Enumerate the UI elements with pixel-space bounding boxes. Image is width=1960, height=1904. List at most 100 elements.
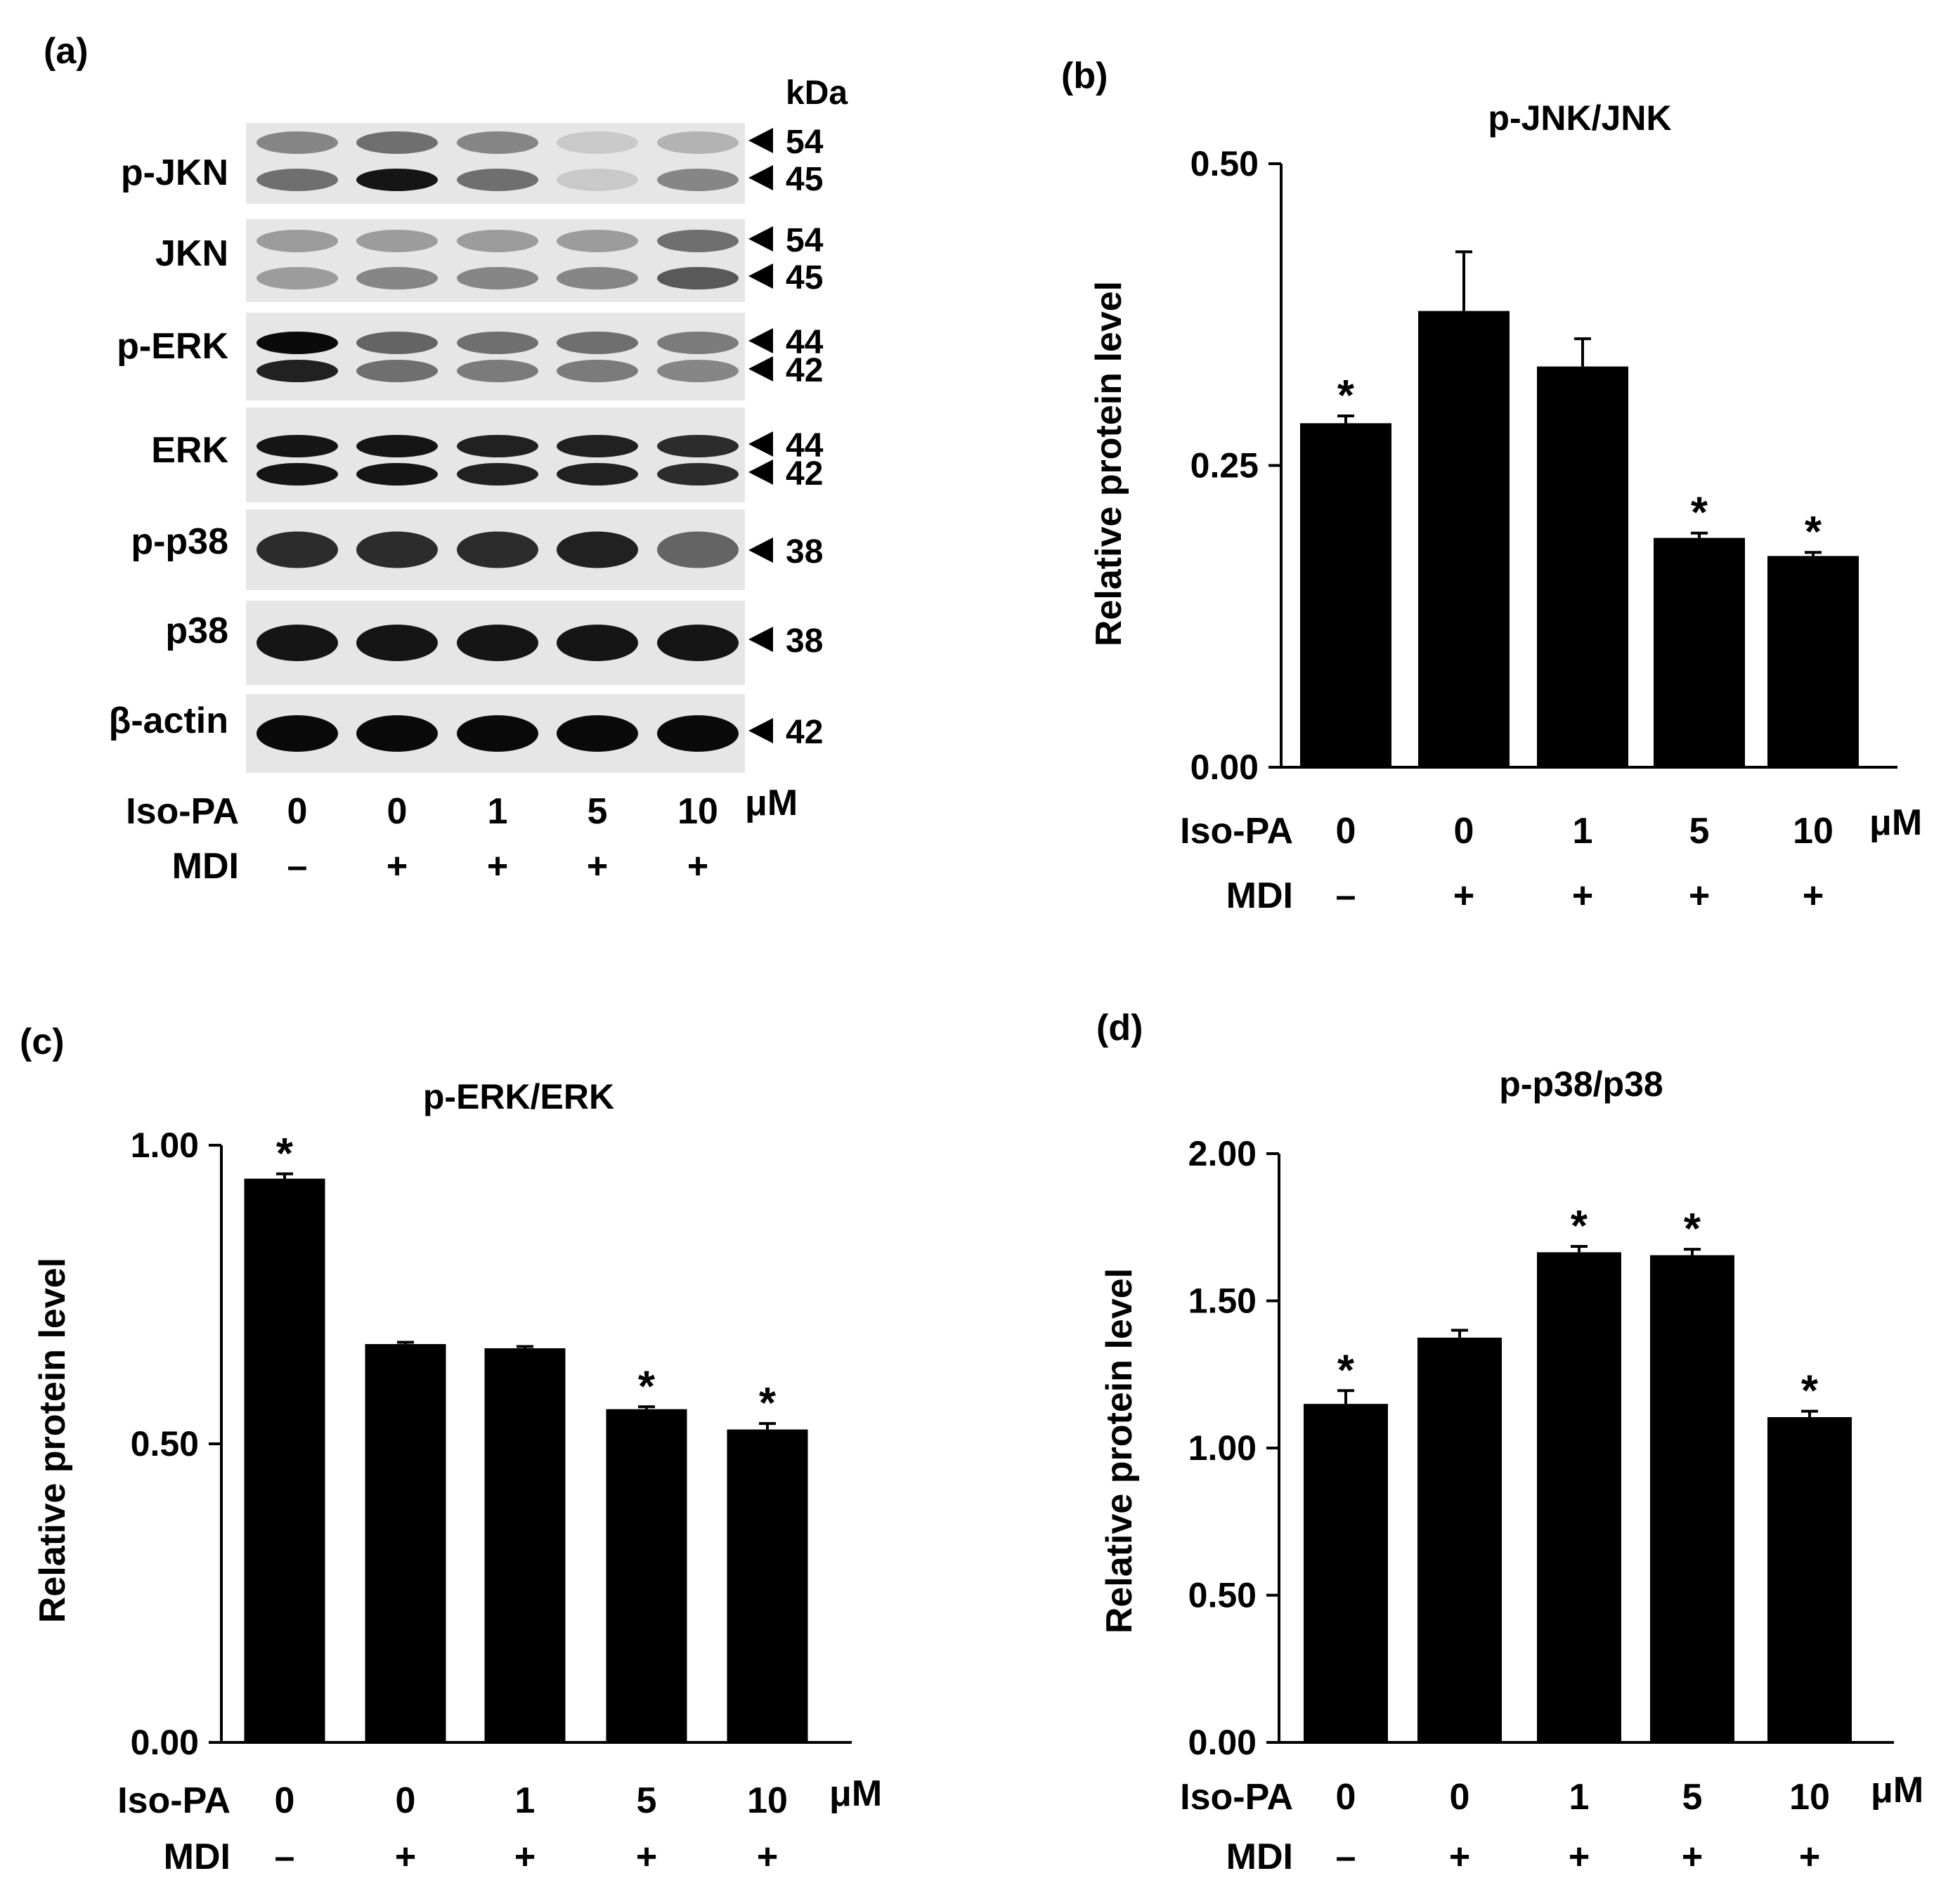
band-arrow-icon: [748, 226, 773, 252]
blot-band: [557, 435, 638, 457]
blot-band: [257, 715, 338, 752]
y-tick-label: 0.00: [1188, 1723, 1257, 1762]
x-tick-label: +: [1569, 1837, 1590, 1877]
band-arrow-icon: [748, 128, 773, 153]
blot-band: [257, 625, 338, 661]
row-label: MDI: [1226, 875, 1293, 916]
blot-band: [657, 625, 739, 661]
y-tick-label: 0.50: [1188, 1576, 1257, 1615]
bar: [606, 1409, 687, 1742]
kda-marker: 42: [786, 714, 823, 751]
blot-band: [257, 131, 338, 154]
treatment-value: +: [487, 846, 508, 887]
blot-band: [557, 169, 638, 191]
blot-band: [356, 169, 438, 191]
kda-marker: 38: [786, 533, 823, 570]
blot-label: ERK: [151, 430, 228, 471]
significance-mark: *: [1684, 1205, 1701, 1253]
blot-band: [557, 531, 638, 568]
blot-band: [257, 267, 338, 289]
x-tick-label: 0: [1450, 1777, 1470, 1818]
blot-label: p-ERK: [117, 326, 228, 367]
x-tick-label: 10: [1789, 1777, 1830, 1818]
blot-band: [557, 267, 638, 289]
blot-band: [657, 715, 739, 752]
significance-mark: *: [276, 1130, 294, 1178]
significance-mark: *: [1337, 372, 1355, 420]
blot-band: [257, 531, 338, 568]
blot-band: [657, 332, 739, 354]
x-tick-label: +: [1682, 1837, 1703, 1877]
blot-label: β-actin: [109, 700, 228, 741]
x-tick-label: +: [1689, 875, 1710, 916]
blot-row: β-actin 42: [109, 694, 823, 773]
bar: [1304, 1404, 1388, 1742]
blot-band: [257, 332, 338, 354]
significance-mark: *: [638, 1362, 656, 1411]
kda-marker: 38: [786, 622, 823, 660]
x-tick-label: 0: [275, 1780, 295, 1821]
blot-band: [557, 360, 638, 382]
blot-label: p38: [165, 611, 228, 651]
blot-band: [457, 531, 538, 568]
y-axis-label: Relative protein level: [1089, 281, 1129, 646]
bar: [1537, 1252, 1621, 1742]
blot-label: p-JKN: [121, 152, 228, 193]
blot-band: [257, 360, 338, 382]
row-label: MDI: [1226, 1837, 1293, 1877]
bar: [1654, 537, 1745, 767]
x-tick-label: +: [636, 1837, 657, 1877]
treatment-value: 5: [588, 791, 608, 832]
x-tick-label: 5: [1682, 1777, 1703, 1818]
treatment-value: 0: [287, 791, 308, 832]
x-tick-label: 1: [1573, 811, 1593, 852]
x-tick-label: +: [514, 1837, 536, 1877]
bar: [1417, 1337, 1502, 1742]
blot-band: [657, 131, 739, 154]
treatment-value: 1: [488, 791, 508, 832]
blot-band: [457, 230, 538, 252]
significance-mark: *: [1805, 508, 1822, 556]
treatment-value: 10: [677, 791, 718, 832]
kda-marker: 42: [786, 352, 823, 389]
x-tick-label: 1: [515, 1780, 536, 1821]
treatment-value: +: [587, 846, 608, 887]
band-arrow-icon: [748, 627, 773, 652]
blot-band: [356, 360, 438, 382]
blot-band: [657, 463, 739, 485]
blot-band: [657, 435, 739, 457]
row-label: Iso-PA: [126, 791, 239, 832]
y-tick-label: 1.00: [1188, 1428, 1257, 1468]
blot-band: [557, 715, 638, 752]
significance-mark: *: [1571, 1202, 1588, 1251]
significance-mark: *: [1337, 1346, 1355, 1395]
x-tick-label: +: [1572, 875, 1593, 916]
x-tick-label: –: [1336, 1837, 1356, 1877]
x-tick-label: –: [275, 1837, 295, 1877]
bar: [1767, 1417, 1852, 1742]
blot-band: [356, 715, 438, 752]
kda-marker: 42: [786, 455, 823, 493]
band-arrow-icon: [748, 165, 773, 190]
x-tick-label: –: [1336, 875, 1356, 916]
band-arrow-icon: [748, 328, 773, 353]
x-tick-label: +: [1799, 1837, 1820, 1877]
blot-band: [457, 169, 538, 191]
x-tick-label: 10: [1793, 811, 1834, 852]
y-axis-label: Relative protein level: [32, 1258, 73, 1623]
x-tick-label: +: [1453, 875, 1474, 916]
y-tick-label: 1.00: [131, 1126, 199, 1165]
y-tick-label: 0.00: [131, 1723, 199, 1762]
row-label: MDI: [172, 846, 239, 887]
x-tick-label: 0: [396, 1780, 416, 1821]
bar: [365, 1344, 446, 1742]
kda-header: kDa: [786, 74, 848, 112]
panel-label: (c): [20, 1022, 65, 1062]
blot-band: [356, 332, 438, 354]
treatment-value: –: [287, 846, 308, 887]
row-label: Iso-PA: [117, 1780, 231, 1821]
kda-marker: 44: [786, 427, 824, 464]
y-tick-label: 0.50: [131, 1424, 199, 1463]
